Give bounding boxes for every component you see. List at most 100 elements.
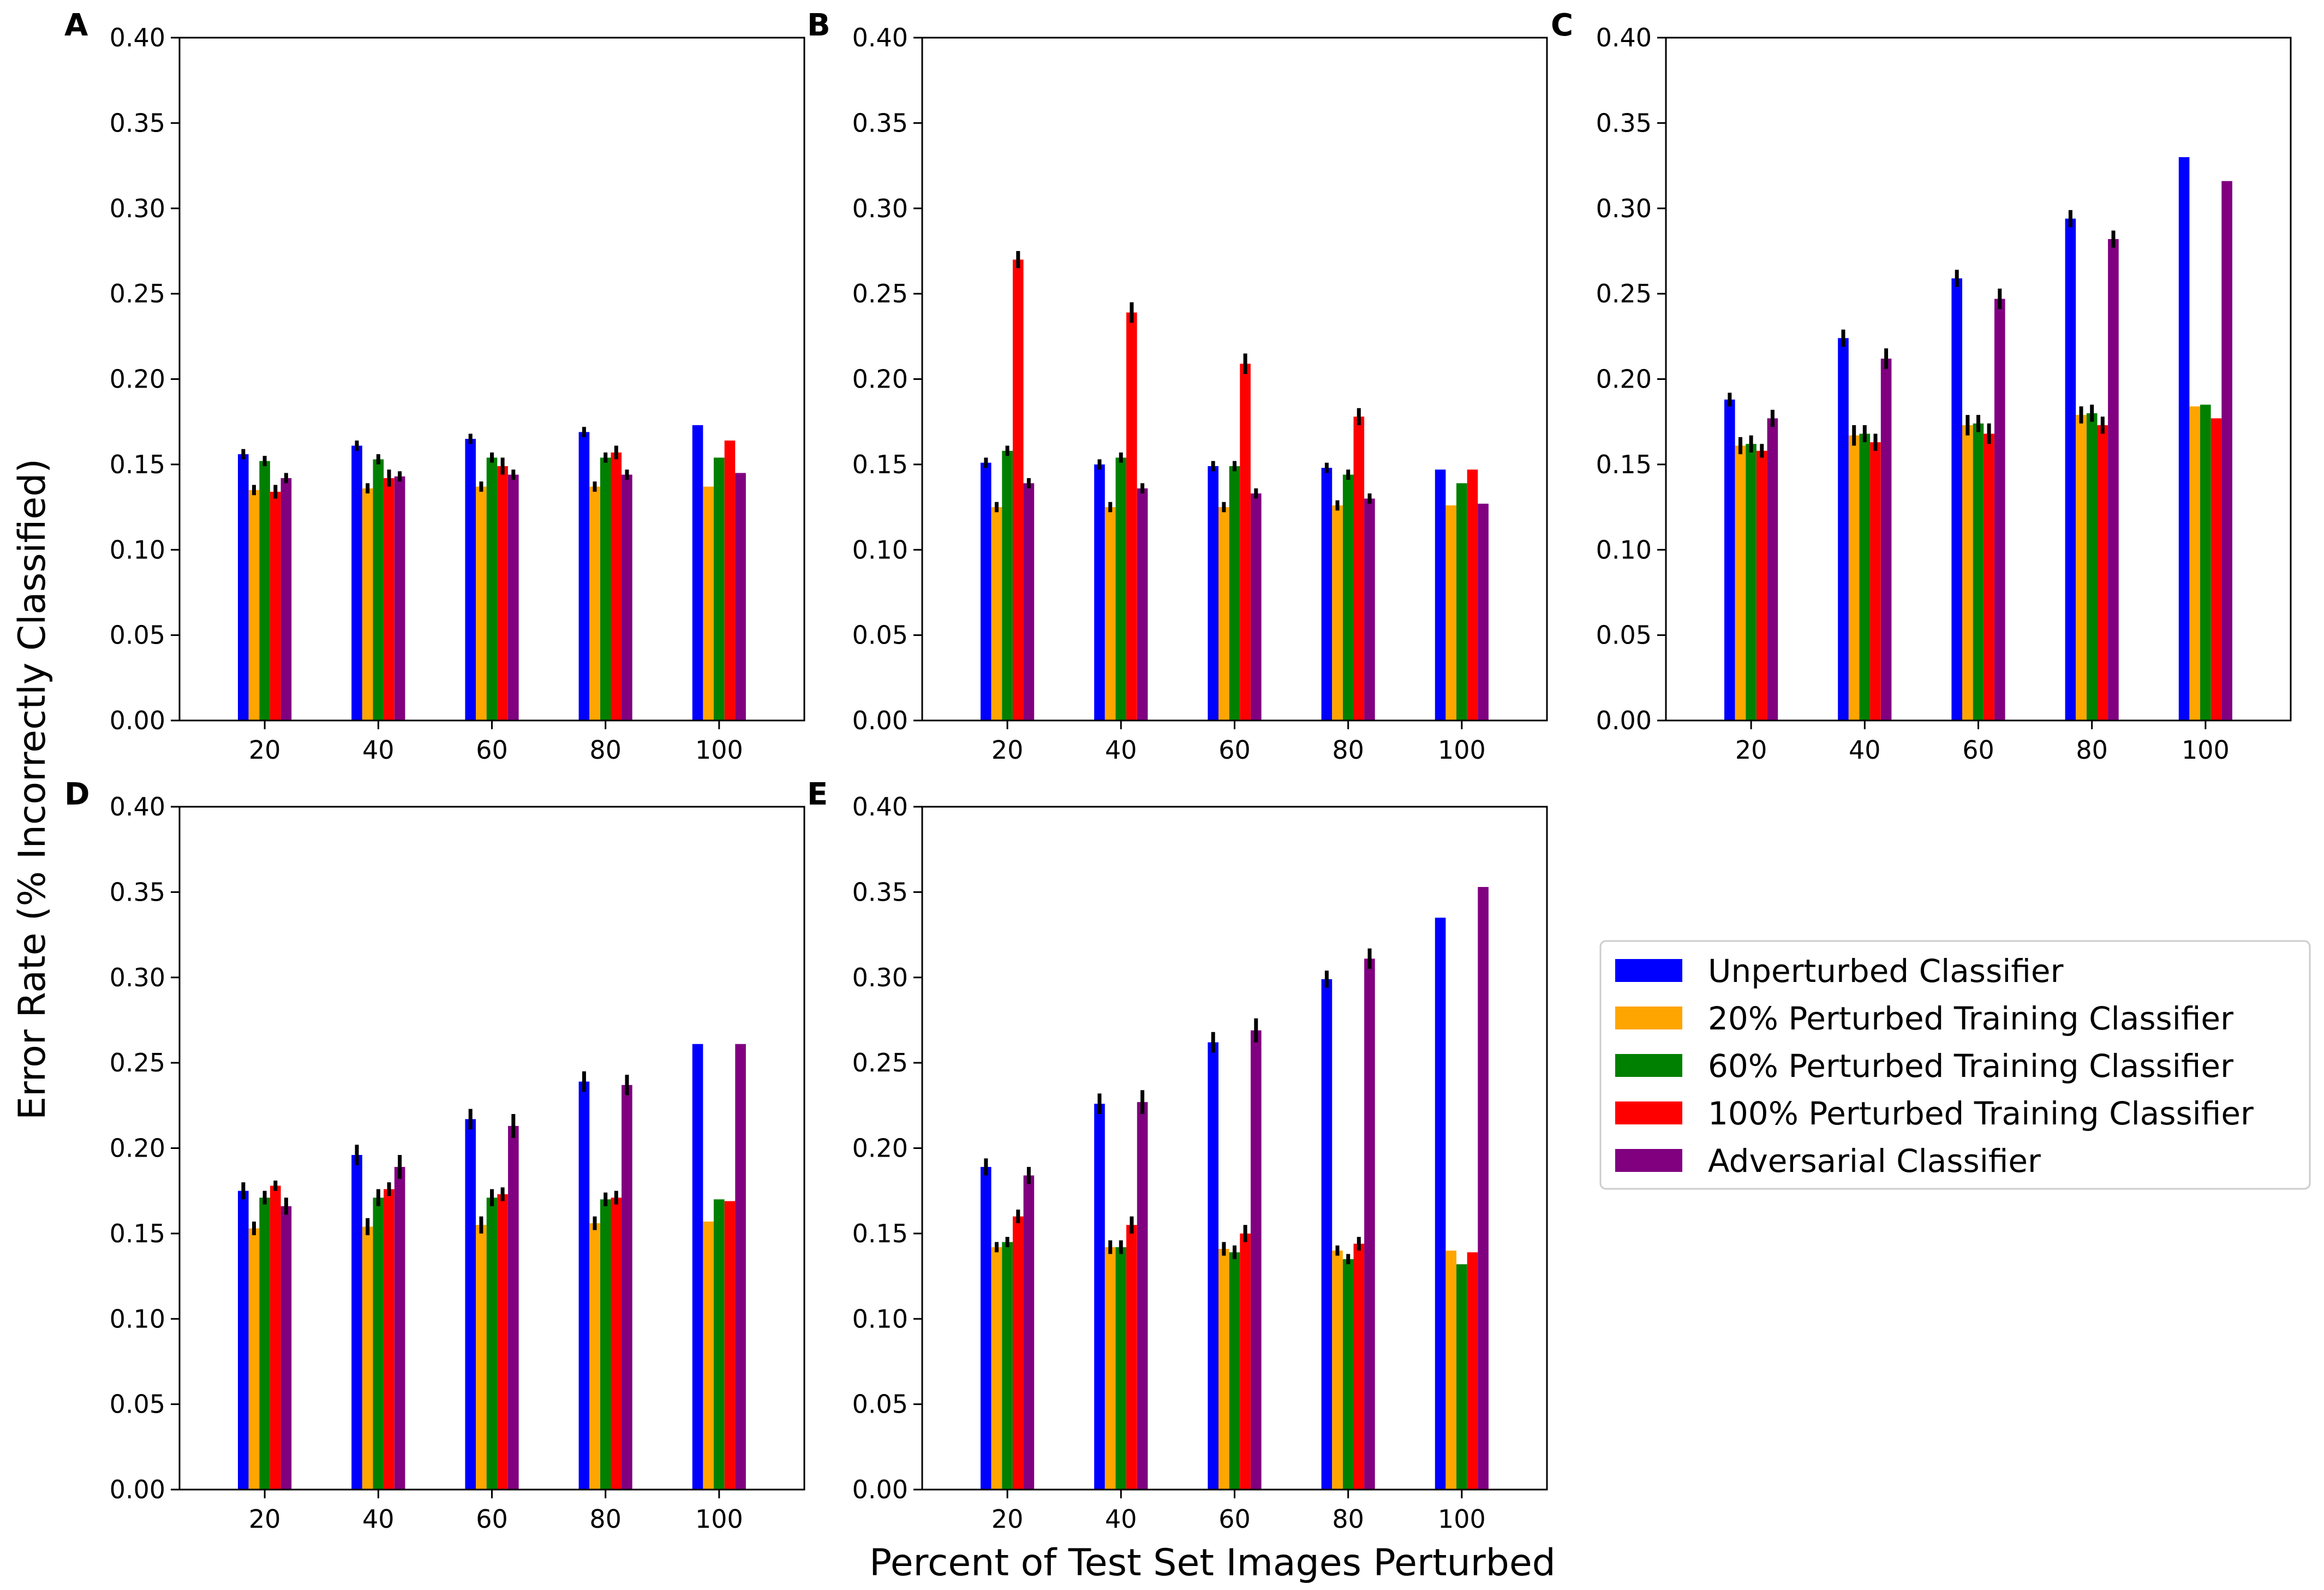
y-tick-label: 0.25 (852, 1048, 908, 1077)
bar-e-s3-60 (1229, 1252, 1240, 1490)
bar-d-s5-60 (508, 1125, 519, 1490)
x-tick-label: 60 (476, 735, 508, 765)
bar-d-s1-40 (351, 1155, 362, 1490)
bar-c-s4-80 (2097, 425, 2108, 720)
bar-a-s3-80 (600, 457, 611, 720)
bar-d-s4-60 (497, 1194, 508, 1490)
legend-label: 20% Perturbed Training Classifier (1708, 1000, 2233, 1037)
y-tick-label: 0.05 (852, 621, 908, 650)
bar-e-s5-40 (1137, 1102, 1148, 1490)
bar-e-s1-80 (1321, 979, 1333, 1490)
bar-c-s4-100 (2211, 418, 2222, 720)
bar-a-s3-100 (714, 457, 725, 720)
bar-c-s2-20 (1735, 445, 1746, 720)
y-tick-label: 0.00 (852, 1475, 908, 1504)
y-tick-label: 0.00 (110, 706, 165, 735)
bar-e-s5-60 (1251, 1030, 1262, 1490)
bar-b-s5-20 (1023, 483, 1035, 720)
y-tick-label: 0.20 (1596, 365, 1652, 394)
bar-d-s4-40 (384, 1189, 395, 1490)
x-tick-label: 80 (589, 1504, 622, 1534)
bar-e-s3-80 (1342, 1259, 1354, 1490)
x-tick-label: 60 (1218, 735, 1251, 765)
bar-d-s2-60 (476, 1225, 487, 1490)
bar-d-s2-20 (248, 1228, 260, 1490)
x-tick-label: 20 (991, 735, 1024, 765)
bar-a-s1-80 (578, 432, 590, 720)
y-tick-label: 0.40 (110, 23, 165, 52)
bar-b-s2-100 (1445, 505, 1456, 720)
bar-e-s5-80 (1364, 958, 1375, 1490)
y-tick-label: 0.25 (852, 279, 908, 308)
x-tick-label: 40 (1849, 735, 1881, 765)
y-tick-label: 0.05 (852, 1390, 908, 1419)
bar-a-s1-100 (692, 425, 703, 720)
x-tick-label: 20 (249, 1504, 281, 1534)
panel-b: 0.00 0.05 0.10 0.15 0.20 0.25 0.30 0.35 0.40 20 40… (807, 8, 1548, 765)
y-axis-label: Error Rate (% Incorrectly Classified) (11, 458, 54, 1120)
bar-e-s2-20 (991, 1247, 1002, 1490)
bar-c-s2-60 (1962, 425, 1973, 720)
legend-swatch (1615, 1054, 1682, 1077)
y-tick-label: 0.30 (852, 194, 908, 223)
y-tick-label: 0.10 (1596, 535, 1652, 564)
bar-d-s2-80 (589, 1223, 600, 1490)
bar-c-s3-100 (2200, 404, 2211, 720)
y-tick-label: 0.25 (110, 279, 165, 308)
bar-b-s1-80 (1321, 468, 1333, 720)
x-tick-label: 80 (2076, 735, 2108, 765)
bar-b-s2-40 (1104, 507, 1116, 720)
bar-d-s3-60 (486, 1198, 498, 1490)
y-tick-label: 0.15 (1596, 450, 1652, 479)
bar-d-s1-60 (465, 1119, 476, 1490)
panel-d: 0.00 0.05 0.10 0.15 0.20 0.25 0.30 0.35 0.40 20 40… (64, 777, 805, 1534)
bar-a-s4-60 (497, 466, 508, 720)
y-tick-label: 0.00 (1596, 706, 1652, 735)
y-tick-label: 0.40 (852, 792, 908, 821)
bar-b-s2-80 (1332, 505, 1343, 720)
y-tick-label: 0.00 (110, 1475, 165, 1504)
y-tick-label: 0.10 (852, 1304, 908, 1333)
y-tick-label: 0.20 (852, 365, 908, 394)
bar-d-s5-80 (622, 1085, 632, 1490)
bar-a-s5-80 (622, 474, 632, 720)
bar-e-s2-40 (1104, 1247, 1116, 1490)
y-tick-label: 0.20 (110, 365, 165, 394)
y-tick-label: 0.35 (110, 108, 165, 138)
bar-e-s4-20 (1013, 1216, 1024, 1490)
bar-b-s5-100 (1478, 503, 1489, 720)
y-tick-label: 0.35 (852, 877, 908, 907)
legend-label: 100% Perturbed Training Classifier (1708, 1095, 2254, 1132)
bar-c-s4-20 (1757, 450, 1767, 720)
panel-letter: E (807, 777, 828, 812)
bar-a-s2-100 (703, 486, 714, 720)
bar-b-s2-60 (1218, 507, 1229, 720)
y-tick-label: 0.10 (852, 535, 908, 564)
x-tick-label: 20 (991, 1504, 1024, 1534)
bar-e-s4-60 (1240, 1233, 1251, 1490)
bar-b-s5-40 (1137, 488, 1148, 720)
bar-c-s1-20 (1724, 400, 1735, 720)
bar-a-s2-40 (362, 488, 373, 720)
bar-b-s3-80 (1342, 474, 1354, 720)
bar-d-s5-100 (735, 1044, 746, 1490)
bar-a-s2-80 (589, 486, 600, 720)
y-tick-label: 0.30 (110, 963, 165, 992)
x-tick-label: 60 (1962, 735, 1994, 765)
x-tick-label: 40 (362, 1504, 395, 1534)
bar-d-s4-20 (270, 1186, 281, 1490)
axes-frame (921, 806, 1548, 1491)
bar-a-s4-80 (611, 452, 622, 720)
axes-frame (178, 806, 805, 1491)
bar-d-s2-100 (703, 1222, 714, 1490)
x-tick-label: 60 (1218, 1504, 1251, 1534)
bar-e-s2-60 (1218, 1249, 1229, 1490)
panels: 0.00 0.05 0.10 0.15 0.20 0.25 0.30 0.35 0.40 20 40… (64, 8, 2292, 1534)
y-tick-label: 0.05 (110, 1390, 165, 1419)
y-tick-label: 0.25 (110, 1048, 165, 1077)
bar-a-s2-60 (476, 486, 487, 720)
x-tick-label: 100 (695, 735, 743, 765)
bar-b-s4-60 (1240, 364, 1251, 720)
bar-b-s4-80 (1353, 416, 1365, 720)
